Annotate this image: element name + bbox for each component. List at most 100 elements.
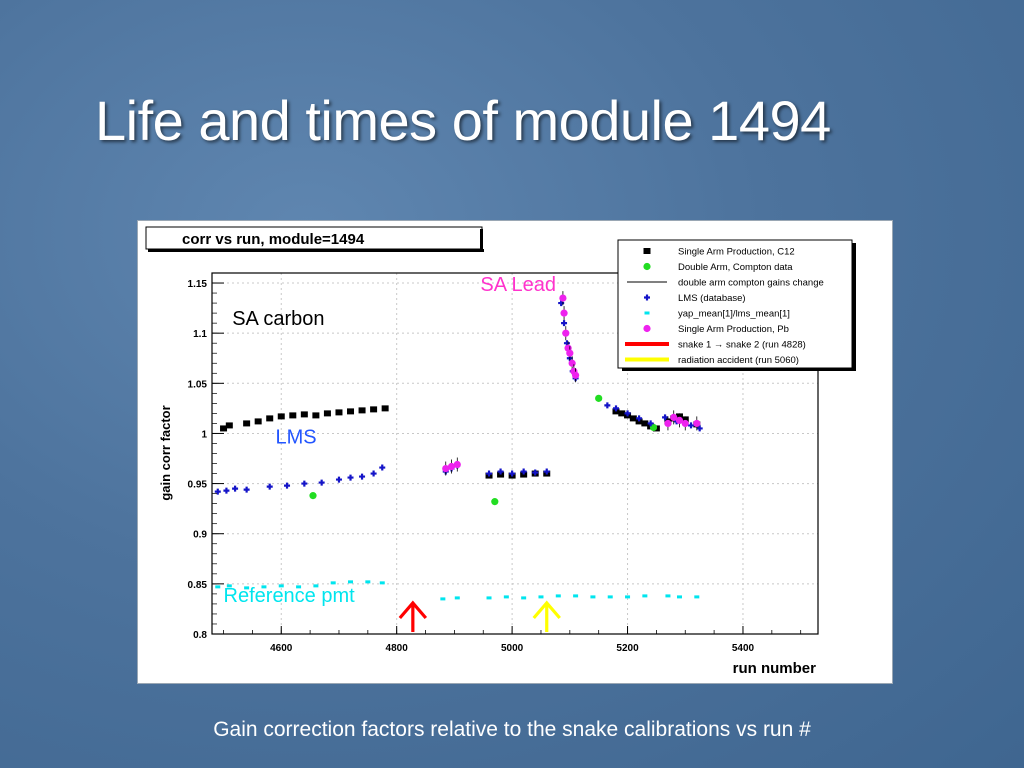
chart-title-shadow	[148, 249, 484, 252]
data-point	[642, 594, 648, 598]
data-point	[491, 498, 499, 506]
data-point	[560, 309, 568, 317]
data-point	[243, 486, 250, 493]
data-point	[379, 464, 386, 471]
legend-label: Single Arm Production, Pb	[678, 324, 789, 335]
data-point	[562, 329, 570, 337]
gain-corr-chart: 4600 4800 5000 5200 5400 0.8 0.85 0.9 0.95 1 1.05 1…	[145, 226, 856, 677]
data-point	[681, 419, 689, 428]
data-point	[590, 595, 596, 599]
data-point	[676, 595, 682, 599]
legend-label: Double Arm, Compton data	[678, 262, 793, 273]
data-point	[381, 405, 389, 412]
data-point	[277, 413, 285, 420]
data-point	[561, 320, 568, 327]
y-tick-label: 1	[201, 429, 207, 440]
legend: Single Arm Production, C12 Double Arm, Co…	[617, 239, 856, 371]
x-tick-label: 5200	[616, 643, 639, 654]
data-point	[215, 585, 221, 589]
series-2	[309, 394, 658, 506]
x-tick-label: 4800	[386, 643, 409, 654]
data-point	[365, 580, 371, 584]
data-point	[226, 584, 232, 588]
data-point	[335, 409, 343, 416]
annotation-3: LMS	[275, 426, 316, 448]
data-point	[348, 580, 354, 584]
data-point	[486, 596, 492, 600]
x-tick-label: 5000	[501, 643, 524, 654]
annotation-layer: SA Lead SA carbon LMS Reference pmt	[224, 274, 561, 632]
legend-label: double arm compton gains change	[678, 278, 824, 289]
legend-marker	[643, 324, 651, 333]
slide-title: Life and times of module 1494	[95, 89, 831, 152]
data-point	[232, 485, 239, 492]
data-point	[595, 394, 603, 402]
radiation-arrow	[532, 600, 561, 632]
annotation-2: SA carbon	[232, 308, 324, 330]
annotation-1: SA Lead	[480, 274, 556, 296]
data-point	[497, 471, 505, 478]
data-point	[453, 460, 461, 469]
data-point	[301, 480, 308, 487]
data-point	[688, 422, 695, 429]
data-point	[532, 469, 539, 476]
data-point	[665, 594, 671, 598]
legend-marker	[644, 294, 650, 301]
data-point	[266, 483, 273, 490]
data-point	[284, 482, 291, 489]
data-point	[309, 492, 317, 500]
data-point	[694, 595, 700, 599]
data-point	[370, 470, 377, 477]
data-point	[520, 471, 528, 478]
legend-label: LMS (database)	[678, 293, 746, 304]
y-tick-label: 1.1	[193, 329, 207, 340]
data-point	[359, 473, 366, 480]
chart-frame: 4600 4800 5000 5200 5400 0.8 0.85 0.9 0.95 1 1.05 1…	[137, 220, 893, 684]
series-5	[442, 291, 701, 476]
data-point	[521, 596, 527, 600]
y-tick-label: 1.15	[188, 279, 208, 290]
data-point	[641, 420, 649, 427]
data-point	[296, 585, 302, 589]
data-point	[300, 411, 308, 418]
data-point	[312, 412, 320, 419]
data-point	[520, 468, 527, 475]
data-point	[347, 474, 354, 481]
data-point	[625, 595, 631, 599]
y-tick-label: 0.9	[193, 530, 207, 541]
data-point	[559, 294, 567, 302]
data-point	[370, 406, 378, 413]
data-point	[261, 585, 267, 589]
data-point	[347, 408, 355, 415]
y-tick-label: 0.8	[193, 630, 207, 641]
data-point	[440, 597, 446, 601]
data-point	[572, 371, 580, 379]
data-point	[612, 408, 620, 415]
data-point	[289, 412, 297, 419]
data-point	[313, 584, 319, 588]
chart-title: corr vs run, module=1494	[182, 231, 365, 248]
data-point	[503, 595, 509, 599]
data-point	[635, 418, 643, 425]
data-point	[254, 418, 262, 425]
data-point	[358, 407, 366, 414]
data-point	[454, 596, 460, 600]
data-point	[566, 349, 574, 357]
legend-label: radiation accident (run 5060)	[678, 355, 799, 366]
data-point	[243, 420, 251, 427]
data-point	[442, 464, 450, 473]
data-point	[613, 405, 619, 412]
data-point	[573, 594, 579, 598]
annotation-4: Reference pmt	[224, 585, 356, 607]
data-point	[447, 462, 456, 471]
data-point	[629, 415, 637, 422]
series-4	[215, 580, 700, 601]
data-point	[607, 595, 613, 599]
data-point	[214, 488, 221, 495]
data-point	[509, 470, 516, 477]
data-point	[568, 359, 576, 367]
data-point	[223, 487, 230, 494]
data-point	[696, 425, 703, 432]
legend-marker	[643, 248, 651, 254]
chart-title-shadow-side	[480, 229, 483, 251]
